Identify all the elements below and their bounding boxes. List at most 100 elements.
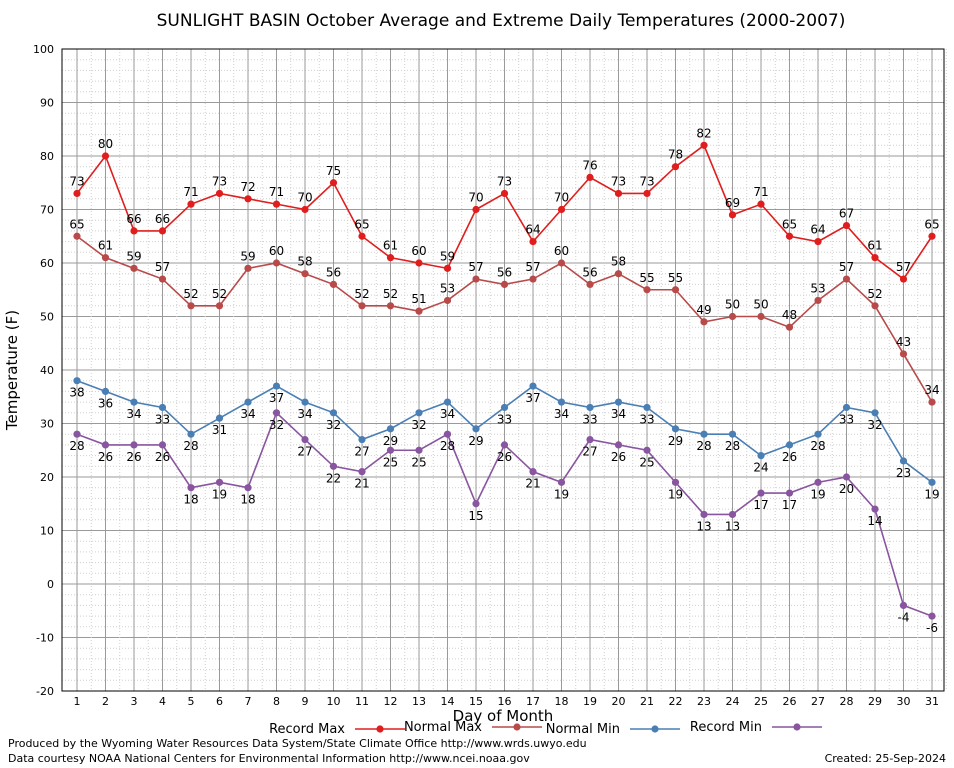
data-label: 59 <box>126 249 141 263</box>
data-label: 56 <box>326 265 341 279</box>
data-label: 65 <box>924 217 939 231</box>
x-tick-label: 4 <box>159 695 166 708</box>
data-label: 60 <box>554 244 569 258</box>
data-label: 26 <box>155 450 170 464</box>
data-label: 28 <box>183 439 198 453</box>
data-label: 33 <box>839 412 854 426</box>
data-label: 19 <box>212 487 227 501</box>
data-label: 34 <box>554 407 569 421</box>
data-label: 18 <box>240 493 255 507</box>
data-label: 57 <box>468 260 483 274</box>
data-point <box>700 141 708 149</box>
data-point <box>472 500 480 508</box>
data-label: 26 <box>611 450 626 464</box>
data-label: 34 <box>924 383 939 397</box>
data-point <box>814 238 822 246</box>
data-label: 27 <box>297 445 312 459</box>
footer-produced-by: Produced by the Wyoming Water Resources … <box>8 737 587 750</box>
x-tick-label: 19 <box>583 695 597 708</box>
data-point <box>329 462 338 470</box>
data-point <box>158 227 167 235</box>
x-tick-label: 20 <box>612 695 626 708</box>
data-label: 73 <box>611 174 626 188</box>
x-tick-label: 9 <box>302 695 309 708</box>
data-point <box>899 601 908 610</box>
data-point <box>358 468 366 476</box>
data-label: 50 <box>725 298 740 312</box>
data-point <box>500 189 509 198</box>
x-tick-label: 28 <box>840 695 854 708</box>
data-point <box>130 264 138 272</box>
data-label: 56 <box>582 265 597 279</box>
data-label: 37 <box>269 391 284 405</box>
data-label: 58 <box>297 255 312 269</box>
data-point <box>130 398 138 406</box>
data-label: -6 <box>926 621 938 635</box>
data-point <box>386 425 395 433</box>
data-point <box>842 473 851 481</box>
data-point <box>500 403 509 412</box>
x-tick-label: 22 <box>669 695 683 708</box>
data-point <box>785 441 794 449</box>
data-point <box>244 484 252 492</box>
data-label: 52 <box>354 287 369 301</box>
data-point <box>415 446 423 454</box>
legend-label: Normal Max <box>404 720 482 735</box>
data-point <box>386 254 395 262</box>
data-point <box>301 435 309 444</box>
x-tick-label: 29 <box>868 695 882 708</box>
y-tick-label: 10 <box>40 525 54 538</box>
data-label: 49 <box>696 303 711 317</box>
footer-created-date: Created: 25-Sep-2024 <box>824 752 946 765</box>
data-label: 55 <box>639 271 654 285</box>
data-label: -4 <box>898 610 910 624</box>
data-label: 72 <box>240 180 255 194</box>
data-label: 26 <box>98 450 113 464</box>
data-point <box>443 296 452 305</box>
legend-marker <box>793 723 801 731</box>
data-label: 28 <box>440 439 455 453</box>
chart-title: SUNLIGHT BASIN October Average and Extre… <box>157 11 846 31</box>
data-point <box>358 302 366 310</box>
data-label: 73 <box>497 174 512 188</box>
x-tick-label: 6 <box>216 695 223 708</box>
y-tick-label: 20 <box>40 471 54 484</box>
data-label: 48 <box>782 308 797 322</box>
data-label: 65 <box>354 217 369 231</box>
data-label: 27 <box>354 445 369 459</box>
data-label: 33 <box>497 412 512 426</box>
x-tick-label: 10 <box>327 695 341 708</box>
data-point <box>358 232 366 240</box>
data-point <box>842 221 851 230</box>
data-point <box>415 259 423 267</box>
data-point <box>529 238 537 246</box>
data-label: 33 <box>582 412 597 426</box>
footer-data-courtesy: Data courtesy NOAA National Centers for … <box>8 752 530 765</box>
data-label: 33 <box>639 412 654 426</box>
data-point <box>101 441 110 449</box>
data-label: 64 <box>525 223 540 237</box>
data-point <box>187 484 195 492</box>
data-label: 51 <box>411 292 426 306</box>
data-point <box>785 489 794 497</box>
data-point <box>415 409 423 417</box>
data-label: 25 <box>639 455 654 469</box>
x-tick-label: 23 <box>697 695 711 708</box>
data-label: 24 <box>753 461 768 475</box>
data-point <box>643 403 651 412</box>
data-label: 70 <box>468 191 483 205</box>
data-label: 60 <box>411 244 426 258</box>
data-label: 32 <box>326 418 341 432</box>
data-label: 19 <box>668 487 683 501</box>
series-normal-max: 65 61 59 57 52 52 59 60 58 56 52 52 51 53 57 56 57 60 56 58… <box>69 217 940 406</box>
data-label: 53 <box>810 281 825 295</box>
data-point <box>529 468 537 476</box>
data-point <box>215 189 224 198</box>
x-tick-label: 7 <box>245 695 252 708</box>
data-point <box>728 510 737 519</box>
data-point <box>443 264 452 272</box>
data-point <box>529 275 537 283</box>
data-point <box>586 435 594 444</box>
data-label: 19 <box>554 487 569 501</box>
data-label: 33 <box>155 412 170 426</box>
